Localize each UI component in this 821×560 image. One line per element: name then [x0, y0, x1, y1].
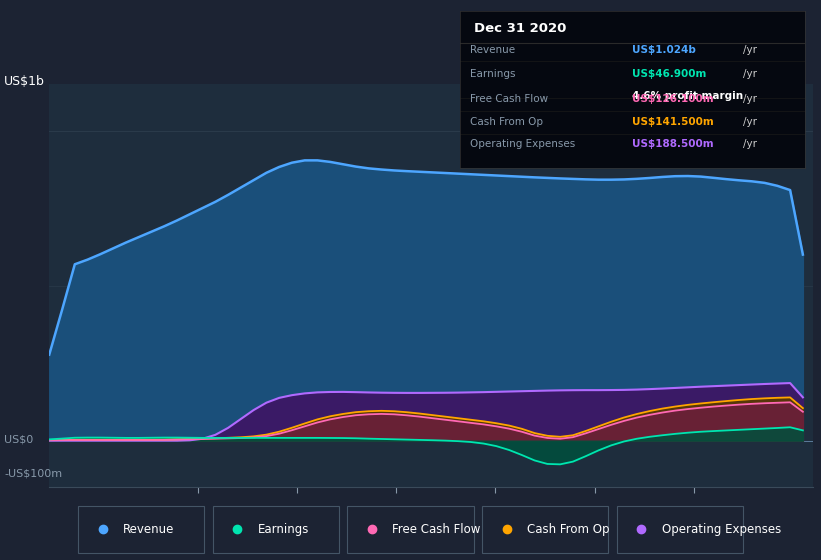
- Text: US$141.500m: US$141.500m: [632, 116, 714, 127]
- Text: US$1.024b: US$1.024b: [632, 45, 696, 55]
- Text: -US$100m: -US$100m: [4, 468, 62, 478]
- Text: Earnings: Earnings: [258, 522, 310, 536]
- Bar: [213, 506, 339, 553]
- Text: Earnings: Earnings: [470, 69, 516, 79]
- Text: Operating Expenses: Operating Expenses: [470, 139, 576, 150]
- Text: US$0: US$0: [4, 435, 34, 445]
- Text: /yr: /yr: [742, 116, 756, 127]
- Text: 4.6% profit margin: 4.6% profit margin: [632, 91, 743, 101]
- Text: /yr: /yr: [742, 139, 756, 150]
- Text: /yr: /yr: [742, 69, 756, 79]
- Text: /yr: /yr: [742, 45, 756, 55]
- Text: Cash From Op: Cash From Op: [470, 116, 544, 127]
- Text: US$1b: US$1b: [4, 74, 45, 88]
- Text: US$126.100m: US$126.100m: [632, 94, 713, 104]
- Bar: [482, 506, 608, 553]
- Text: Free Cash Flow: Free Cash Flow: [470, 94, 548, 104]
- Text: US$188.500m: US$188.500m: [632, 139, 713, 150]
- Text: Revenue: Revenue: [470, 45, 516, 55]
- Text: Cash From Op: Cash From Op: [527, 522, 609, 536]
- Bar: [347, 506, 474, 553]
- Bar: [617, 506, 743, 553]
- Text: Operating Expenses: Operating Expenses: [662, 522, 781, 536]
- Text: /yr: /yr: [742, 94, 756, 104]
- Bar: [78, 506, 204, 553]
- Text: Revenue: Revenue: [123, 522, 175, 536]
- Text: Dec 31 2020: Dec 31 2020: [474, 22, 566, 35]
- Text: US$46.900m: US$46.900m: [632, 69, 707, 79]
- Text: Free Cash Flow: Free Cash Flow: [392, 522, 481, 536]
